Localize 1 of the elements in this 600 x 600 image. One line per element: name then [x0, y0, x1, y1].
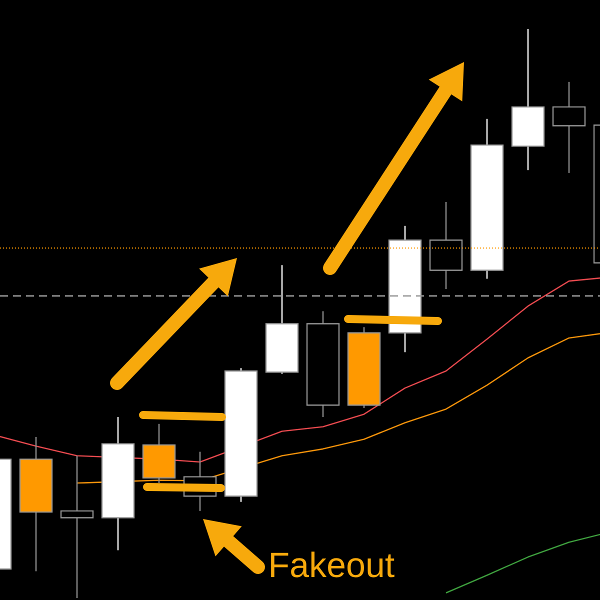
annotation: Fakeout	[271, 552, 394, 578]
